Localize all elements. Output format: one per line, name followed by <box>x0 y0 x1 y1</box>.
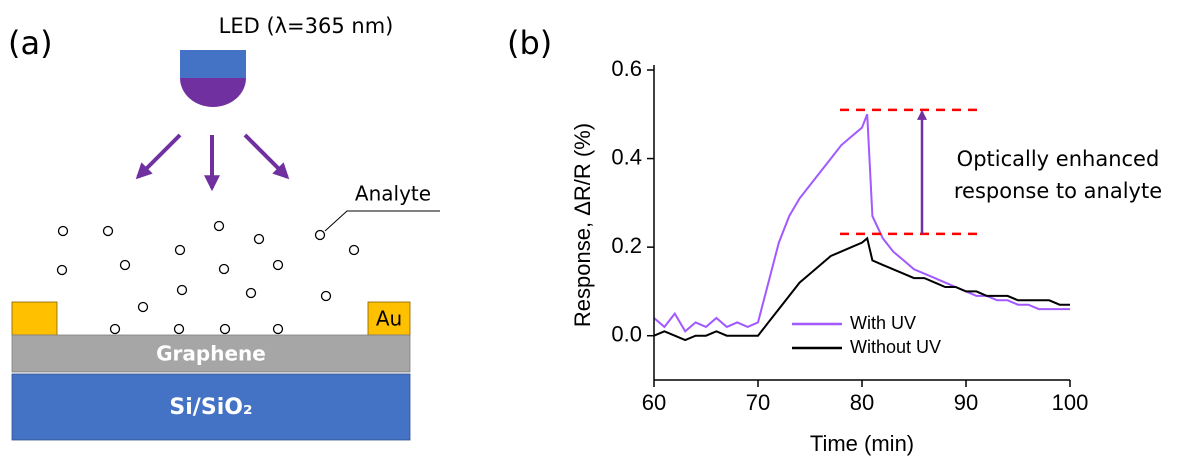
substrate <box>11 373 411 441</box>
light-arrow <box>243 133 290 180</box>
data-line <box>653 236 1070 342</box>
x-tick-label: 60 <box>642 390 666 415</box>
x-tick-label: 100 <box>1052 390 1089 415</box>
y-tick-label: 0.4 <box>611 144 642 169</box>
y-axis-label: Response, ΔR/R (%) <box>570 123 595 327</box>
light-arrow <box>135 133 182 180</box>
panel-label: (a) <box>8 24 53 62</box>
panel-a: (a) LED (λ=365 nm) Analyte Au Graphene S… <box>8 14 440 441</box>
y-tick-label: 0.2 <box>611 233 642 258</box>
x-tick-label: 90 <box>954 390 978 415</box>
electrode <box>11 301 58 336</box>
graphene-label: Graphene <box>156 342 266 366</box>
y-tick-label: 0.6 <box>611 56 642 81</box>
annotation: Optically enhanced <box>957 147 1160 171</box>
x-tick-label: 70 <box>746 390 770 415</box>
led-body <box>180 50 246 78</box>
analyte-molecules <box>56 220 360 335</box>
legend-label: Without UV <box>850 337 941 357</box>
y-tick-label: 0.0 <box>611 322 642 347</box>
legend-label: With UV <box>850 313 916 333</box>
x-axis-label: Time (min) <box>810 431 914 456</box>
electrode-label: Au <box>376 307 402 331</box>
led-label: LED (λ=365 nm) <box>219 14 394 38</box>
data-line <box>653 113 1070 333</box>
leader-line <box>324 210 440 232</box>
x-tick-label: 80 <box>850 390 874 415</box>
analyte-label: Analyte <box>355 182 431 206</box>
annotation: response to analyte <box>954 179 1162 203</box>
graphene-layer <box>11 334 411 373</box>
substrate-label: Si/SiO₂ <box>169 395 252 420</box>
led-lens <box>180 78 246 107</box>
panel-label: (b) <box>507 24 552 62</box>
